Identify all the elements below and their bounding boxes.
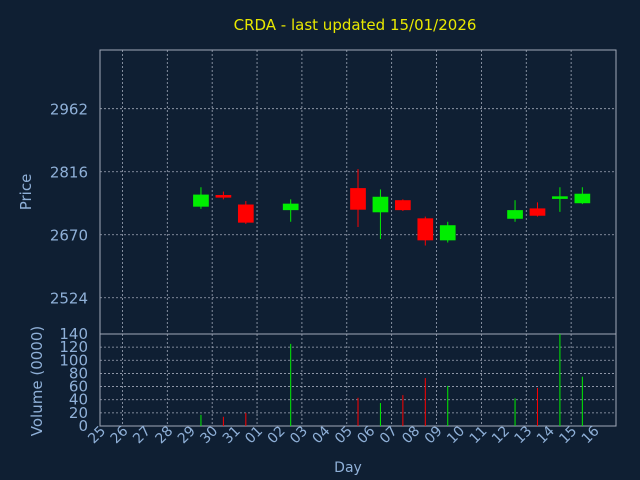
candle — [417, 216, 434, 246]
candle-body — [193, 194, 209, 207]
price-tick-labels: 2524 2670 2816 2962 — [50, 101, 88, 308]
candle-body — [439, 225, 456, 241]
day-tick-label: 05 — [332, 423, 356, 447]
day-tick-label: 29 — [175, 423, 199, 447]
day-tick-label: 13 — [511, 423, 535, 447]
day-tick-label: 31 — [220, 423, 244, 447]
candle — [372, 189, 389, 240]
day-tick-label: 12 — [489, 423, 513, 447]
day-tick-label: 10 — [444, 423, 468, 447]
day-tick-label: 28 — [153, 423, 177, 447]
chart-title: CRDA - last updated 15/01/2026 — [234, 16, 477, 34]
candle-body — [417, 218, 434, 241]
candle — [350, 169, 366, 227]
candle-body — [237, 204, 254, 223]
candle — [439, 221, 456, 243]
candlestick-series — [193, 169, 591, 246]
day-tick-label: 30 — [197, 423, 221, 447]
candle — [282, 199, 299, 222]
candle — [529, 202, 546, 217]
day-tick-label: 25 — [85, 423, 109, 447]
price-tick-label: 2524 — [50, 290, 88, 308]
volume-tick-label: 80 — [69, 364, 88, 382]
candle — [552, 187, 568, 212]
day-tick-label: 27 — [130, 423, 154, 447]
price-tick-label: 2670 — [50, 227, 88, 245]
candle — [574, 187, 591, 205]
volume-axis-label: Volume (0000) — [28, 326, 46, 436]
candle-body — [507, 210, 523, 219]
candle-body — [574, 193, 591, 204]
candle — [215, 191, 232, 200]
candle-body — [372, 196, 389, 213]
day-tick-label: 14 — [534, 423, 558, 447]
volume-tick-label: 40 — [69, 391, 88, 409]
candle — [237, 201, 254, 224]
grid-lines — [100, 50, 616, 427]
volume-tick-label: 0 — [78, 417, 88, 435]
candle — [193, 187, 209, 209]
day-tick-label: 07 — [377, 423, 401, 447]
volume-tick-label: 100 — [59, 351, 88, 369]
candle-body — [552, 196, 568, 199]
volume-tick-label: 120 — [59, 338, 88, 356]
day-tick-label: 11 — [467, 423, 491, 447]
candle — [395, 199, 411, 211]
volume-tick-label: 60 — [69, 378, 88, 396]
day-tick-label: 15 — [556, 423, 580, 447]
volume-tick-label: 140 — [59, 325, 88, 343]
candle-body — [529, 208, 546, 216]
day-tick-label: 04 — [310, 423, 334, 447]
day-tick-label: 03 — [287, 423, 311, 447]
volume-series — [200, 334, 583, 426]
candle-body — [215, 195, 232, 198]
day-tick-labels: 2526272829303101020304050607080910111213… — [85, 423, 603, 447]
price-axis-label: Price — [17, 174, 35, 211]
price-tick-label: 2816 — [50, 164, 88, 182]
day-tick-label: 16 — [579, 423, 603, 447]
candle — [507, 200, 523, 222]
x-axis-label: Day — [334, 460, 362, 476]
day-tick-label: 06 — [354, 423, 378, 447]
candle-body — [395, 200, 411, 211]
volume-tick-label: 20 — [69, 404, 88, 422]
day-tick-label: 26 — [108, 423, 132, 447]
day-tick-label: 01 — [242, 423, 266, 447]
day-tick-label: 08 — [399, 423, 423, 447]
price-tick-label: 2962 — [50, 101, 88, 119]
candle-body — [350, 188, 366, 210]
day-tick-label: 09 — [422, 423, 446, 447]
day-tick-label: 02 — [265, 423, 289, 447]
candle-body — [282, 203, 299, 211]
